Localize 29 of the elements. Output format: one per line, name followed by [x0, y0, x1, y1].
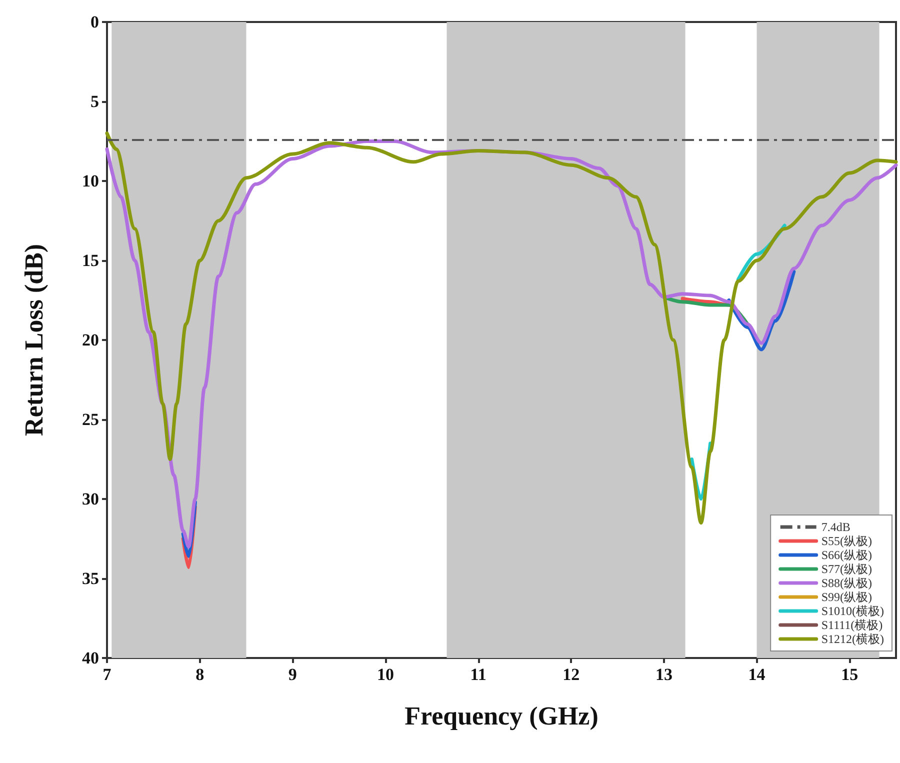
y-tick-label: 5 — [90, 92, 99, 111]
legend-label: S66(纵极) — [821, 548, 872, 562]
legend-label: S1111(横极) — [821, 618, 883, 632]
y-tick-label: 35 — [82, 569, 99, 588]
x-tick-label: 7 — [102, 665, 112, 684]
legend-label: S88(纵极) — [821, 576, 872, 590]
x-tick-label: 8 — [196, 665, 204, 684]
y-axis-title: Return Loss (dB) — [20, 244, 48, 436]
y-tick-label: 40 — [82, 648, 99, 668]
y-tick-label: 10 — [82, 172, 99, 190]
y-tick-label: 20 — [82, 330, 99, 350]
y-tick-label: 0 — [90, 12, 99, 32]
x-tick-label: 12 — [562, 665, 580, 684]
x-tick-label: 14 — [748, 665, 766, 684]
x-tick-label: 15 — [841, 665, 858, 684]
legend-label: S55(纵极) — [821, 534, 872, 548]
legend-label: S1212(横极) — [821, 632, 884, 646]
x-tick-label: 13 — [655, 665, 672, 684]
legend-label: S99(纵极) — [821, 590, 872, 604]
legend-label: S1010(横极) — [821, 604, 884, 618]
x-axis-title: Frequency (GHz) — [404, 702, 598, 730]
x-tick-label: 11 — [470, 665, 486, 684]
y-tick-label: 25 — [82, 410, 99, 429]
y-tick-label: 15 — [82, 251, 99, 270]
x-tick-label: 9 — [288, 665, 297, 684]
legend-label: S77(纵极) — [821, 562, 872, 576]
x-tick-label: 10 — [376, 665, 394, 684]
legend-label: 7.4dB — [821, 520, 850, 534]
y-tick-label: 30 — [82, 490, 99, 508]
